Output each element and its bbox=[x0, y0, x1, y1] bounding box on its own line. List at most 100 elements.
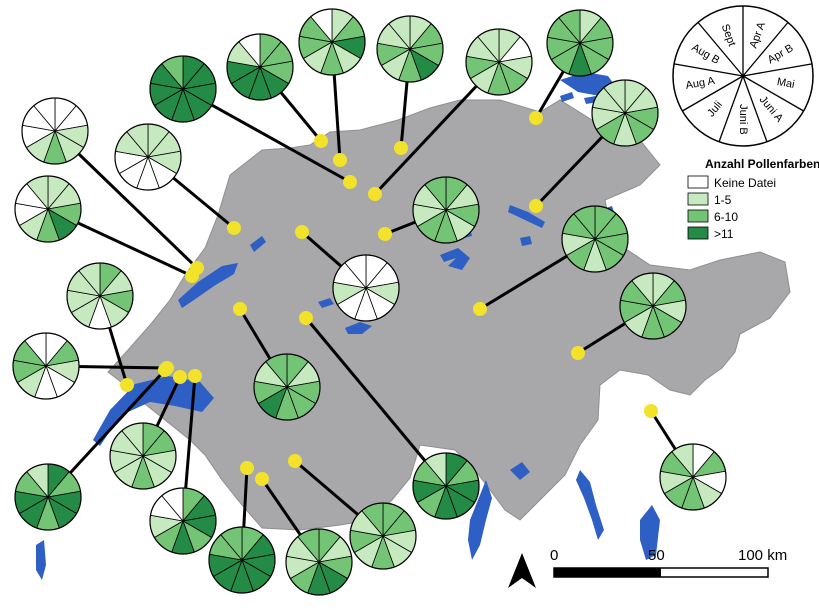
site-pie bbox=[619, 272, 687, 340]
site-pie bbox=[412, 452, 480, 520]
site-dot bbox=[394, 141, 408, 155]
lake-neuchatel bbox=[178, 263, 238, 308]
pie-outline bbox=[14, 175, 82, 243]
site-dot bbox=[378, 227, 392, 241]
lakes bbox=[36, 72, 660, 580]
legend: Anzahl Pollenfarben Keine Datei 1-5 6-10 >1… bbox=[687, 157, 819, 241]
lake-brienz bbox=[318, 298, 334, 308]
site-pie bbox=[14, 175, 82, 243]
month-key-divider bbox=[742, 63, 813, 77]
site-dot bbox=[255, 472, 269, 486]
site-pie bbox=[253, 353, 321, 421]
site-pie bbox=[149, 487, 217, 555]
pie-outline bbox=[114, 123, 182, 191]
north-arrow-icon bbox=[508, 553, 536, 588]
legend-swatch bbox=[687, 226, 709, 240]
site-pie bbox=[465, 28, 533, 96]
lake-geneva bbox=[93, 376, 214, 446]
lake-lucerne bbox=[440, 248, 470, 270]
scale-tick-50: 50 bbox=[648, 547, 665, 564]
site-dot bbox=[158, 363, 172, 377]
site-dot bbox=[343, 175, 357, 189]
pie-outline bbox=[412, 176, 480, 244]
lake-zurich bbox=[508, 205, 545, 228]
site-pie bbox=[66, 262, 134, 330]
pie-outline bbox=[253, 353, 321, 421]
pie-outline bbox=[21, 97, 89, 165]
site-dots bbox=[120, 111, 658, 486]
legend-swatch bbox=[687, 192, 709, 206]
site-dot bbox=[120, 378, 134, 392]
leader-line bbox=[304, 317, 448, 487]
month-key-divider bbox=[682, 75, 744, 112]
site-pie bbox=[109, 422, 177, 490]
site-dot bbox=[529, 199, 543, 213]
site-dot bbox=[227, 221, 241, 235]
site-dot bbox=[240, 461, 254, 475]
pie-outline bbox=[412, 452, 480, 520]
pie-outline bbox=[12, 332, 80, 400]
site-dot bbox=[368, 187, 382, 201]
site-dot bbox=[314, 134, 328, 148]
pie-outline bbox=[14, 463, 82, 531]
site-dot bbox=[299, 311, 313, 325]
pie-outline bbox=[226, 33, 294, 101]
site-pie bbox=[208, 526, 276, 594]
pie-outline bbox=[285, 528, 353, 596]
site-pie bbox=[226, 33, 294, 101]
scale-bar: 0 50 100 km bbox=[550, 547, 787, 578]
site-pie bbox=[21, 97, 89, 165]
site-dot bbox=[333, 153, 347, 167]
month-key-divider bbox=[697, 21, 744, 77]
month-key-divider bbox=[742, 75, 768, 143]
site-pie bbox=[546, 9, 614, 77]
site-dot bbox=[173, 370, 187, 384]
month-key-label: Juni B bbox=[737, 104, 749, 135]
site-pie bbox=[114, 123, 182, 191]
site-pie bbox=[12, 332, 80, 400]
site-dot bbox=[233, 302, 247, 316]
scale-bar-segment bbox=[554, 568, 661, 577]
month-key-divider bbox=[673, 63, 744, 77]
pie-outline bbox=[208, 526, 276, 594]
pie-outline bbox=[298, 8, 366, 76]
month-key-divider bbox=[742, 21, 789, 77]
pie-outline bbox=[591, 79, 659, 147]
lake-annecy bbox=[36, 540, 46, 580]
legend-swatch bbox=[687, 209, 709, 223]
pie-outline bbox=[66, 262, 134, 330]
lake-biel bbox=[250, 236, 266, 252]
legend-title: Anzahl Pollenfarben bbox=[705, 157, 819, 171]
site-pie bbox=[149, 55, 217, 123]
site-pie bbox=[298, 8, 366, 76]
site-pie bbox=[14, 463, 82, 531]
site-dot bbox=[529, 111, 543, 125]
pie-outline bbox=[149, 55, 217, 123]
legend-label: 6-10 bbox=[714, 210, 738, 224]
pie-outline bbox=[465, 28, 533, 96]
legend-swatch bbox=[687, 175, 709, 189]
pie-outline bbox=[149, 487, 217, 555]
lake-thun bbox=[345, 322, 372, 334]
legend-label: 1-5 bbox=[714, 193, 732, 207]
lake-como bbox=[576, 470, 604, 540]
scale-tick-100: 100 km bbox=[738, 547, 787, 564]
pie-outline bbox=[619, 272, 687, 340]
site-pie bbox=[412, 176, 480, 244]
pie-outline bbox=[376, 15, 444, 83]
site-dot bbox=[644, 404, 658, 418]
site-dot bbox=[473, 302, 487, 316]
month-key-divider bbox=[742, 75, 804, 112]
pie-outline bbox=[659, 443, 727, 511]
lake-north-small bbox=[560, 92, 574, 102]
lake-sihl bbox=[520, 236, 532, 246]
site-pie bbox=[285, 528, 353, 596]
pie-outline bbox=[561, 205, 629, 273]
month-key-label: Aug A bbox=[685, 75, 717, 92]
scale-tick-0: 0 bbox=[550, 547, 558, 564]
lake-garda bbox=[640, 505, 660, 560]
site-pie bbox=[591, 79, 659, 147]
